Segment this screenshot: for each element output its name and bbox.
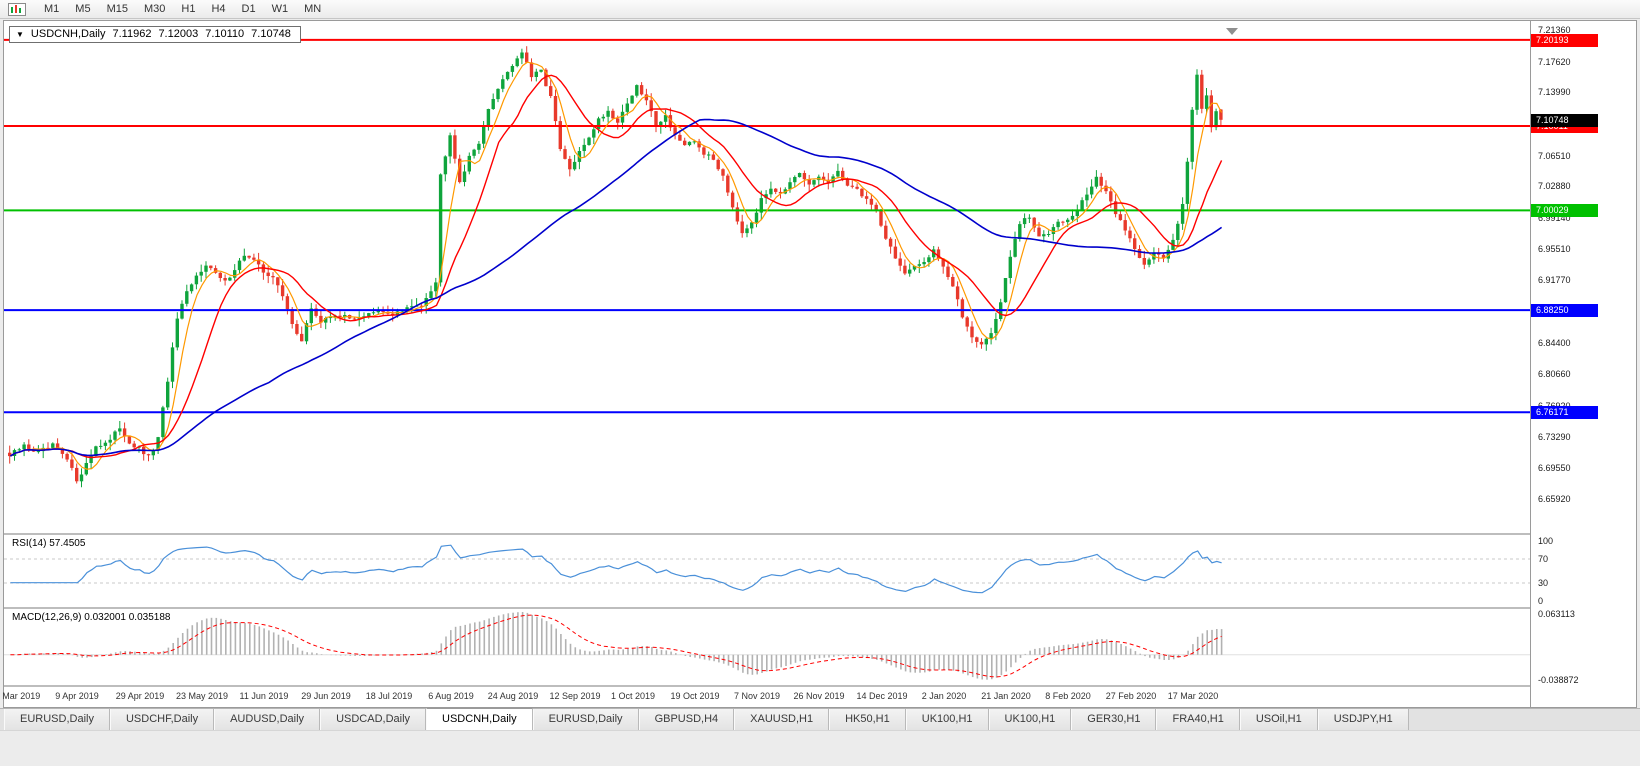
timeframe-button-M15[interactable]: M15 bbox=[106, 3, 128, 15]
chart-tab-USDCAD-Daily[interactable]: USDCAD,Daily bbox=[320, 709, 427, 730]
chart-tab-USOil-H1[interactable]: USOil,H1 bbox=[1239, 709, 1318, 730]
date-label: 9 Apr 2019 bbox=[55, 691, 99, 701]
price-tag: 6.88250 bbox=[1531, 304, 1598, 317]
price-tag: 7.10748 bbox=[1531, 114, 1598, 127]
chart-tab-EURUSD-Daily[interactable]: EURUSD,Daily bbox=[4, 709, 110, 730]
price-tick: 6.84400 bbox=[1538, 338, 1571, 348]
price-tick: 7.06510 bbox=[1538, 151, 1571, 161]
rsi-scale-label: 0 bbox=[1538, 596, 1544, 606]
price-tick: 7.02880 bbox=[1538, 181, 1571, 191]
date-label: 29 Jun 2019 bbox=[301, 691, 351, 701]
date-label: 29 Apr 2019 bbox=[115, 691, 165, 701]
macd-scale-label: 0.063113 bbox=[1538, 609, 1575, 619]
collapse-arrow-icon[interactable]: ▼ bbox=[16, 29, 24, 39]
ohlc-high: 7.12003 bbox=[158, 28, 199, 40]
price-tick: 6.95510 bbox=[1538, 244, 1571, 254]
timeframe-buttons: M1 M5 M15 M30 H1 H4 D1 W1 MN bbox=[36, 1, 329, 17]
chart-tab-USDCHF-Daily[interactable]: USDCHF,Daily bbox=[109, 709, 215, 730]
timeframe-button-M30[interactable]: M30 bbox=[143, 3, 166, 15]
chart-tab-XAUUSD-H1[interactable]: XAUUSD,H1 bbox=[734, 709, 830, 730]
chart-tab-USDCNH-Daily[interactable]: USDCNH,Daily bbox=[426, 708, 533, 730]
panel-splitter[interactable] bbox=[4, 685, 1636, 687]
rsi-panel[interactable] bbox=[4, 535, 1530, 607]
price-tick: 6.91770 bbox=[1538, 275, 1571, 285]
price-tag: 6.76171 bbox=[1531, 406, 1598, 419]
price-tag: 7.20193 bbox=[1531, 34, 1598, 47]
chart-shift-marker bbox=[1226, 28, 1238, 35]
date-label: 26 Nov 2019 bbox=[793, 691, 845, 701]
chart-tab-GER30-H1[interactable]: GER30,H1 bbox=[1071, 709, 1157, 730]
price-tick: 6.73290 bbox=[1538, 432, 1571, 442]
macd-scale-label: -0.038872 bbox=[1538, 675, 1579, 685]
chart-symbol-title: USDCNH,Daily bbox=[30, 28, 106, 40]
date-label: 6 Aug 2019 bbox=[428, 691, 474, 701]
chart-tab-GBPUSD-H4[interactable]: GBPUSD,H4 bbox=[638, 709, 735, 730]
timeframe-button-D1[interactable]: D1 bbox=[241, 3, 256, 15]
price-tick: 6.65920 bbox=[1538, 494, 1571, 504]
timeframe-button-M5[interactable]: M5 bbox=[75, 3, 91, 15]
timeframe-button-M1[interactable]: M1 bbox=[44, 3, 60, 15]
chart-tab-USDJPY-H1[interactable]: USDJPY,H1 bbox=[1317, 709, 1409, 730]
macd-panel[interactable] bbox=[4, 609, 1530, 685]
date-label: 8 Feb 2020 bbox=[1045, 691, 1091, 701]
price-tick: 7.21360 bbox=[1538, 25, 1571, 35]
rsi-label: RSI(14) 57.4505 bbox=[12, 538, 86, 549]
chart-icon[interactable] bbox=[8, 2, 26, 16]
status-bar bbox=[0, 730, 1640, 766]
date-label: 12 Sep 2019 bbox=[549, 691, 601, 701]
chart-window: ▼ USDCNH,Daily 7.11962 7.12003 7.10110 7… bbox=[0, 20, 1637, 708]
date-label: 14 Dec 2019 bbox=[856, 691, 908, 701]
date-label: 7 Nov 2019 bbox=[733, 691, 781, 701]
chart-tab-UK100-H1[interactable]: UK100,H1 bbox=[988, 709, 1072, 730]
ohlc-open: 7.11962 bbox=[112, 28, 152, 40]
ohlc-low: 7.10110 bbox=[205, 28, 245, 40]
chart-tab-EURUSD-Daily[interactable]: EURUSD,Daily bbox=[532, 709, 639, 730]
date-label: 23 May 2019 bbox=[175, 691, 229, 701]
price-tick: 7.13990 bbox=[1538, 87, 1571, 97]
chart-tab-HK50-H1[interactable]: HK50,H1 bbox=[829, 709, 906, 730]
date-label: 18 Jul 2019 bbox=[365, 691, 413, 701]
price-scale[interactable]: 7.213607.176207.139907.103607.065107.028… bbox=[1530, 21, 1636, 707]
price-tick: 7.17620 bbox=[1538, 57, 1571, 67]
timeframe-toolbar: M1 M5 M15 M30 H1 H4 D1 W1 MN bbox=[0, 0, 1640, 19]
date-label: 2 Jan 2020 bbox=[921, 691, 967, 701]
ohlc-close: 7.10748 bbox=[251, 28, 291, 40]
chart-tab-FRA40-H1[interactable]: FRA40,H1 bbox=[1156, 709, 1240, 730]
rsi-scale-label: 30 bbox=[1538, 578, 1549, 588]
rsi-scale-label: 70 bbox=[1538, 554, 1549, 564]
panel-splitter[interactable] bbox=[4, 607, 1636, 609]
date-label: 19 Oct 2019 bbox=[670, 691, 720, 701]
price-tick: 6.80660 bbox=[1538, 369, 1571, 379]
panel-splitter[interactable] bbox=[4, 533, 1636, 535]
price-tick: 6.69550 bbox=[1538, 463, 1571, 473]
date-label: 1 Oct 2019 bbox=[610, 691, 656, 701]
timeframe-button-MN[interactable]: MN bbox=[304, 3, 322, 15]
price-tick: 6.99140 bbox=[1538, 213, 1571, 223]
chart-tab-AUDUSD-Daily[interactable]: AUDUSD,Daily bbox=[214, 709, 321, 730]
chart-title-overlay: ▼ USDCNH,Daily 7.11962 7.12003 7.10110 7… bbox=[9, 26, 301, 43]
date-label: 24 Aug 2019 bbox=[487, 691, 539, 701]
date-label: 27 Feb 2020 bbox=[1105, 691, 1157, 701]
date-label: 21 Mar 2019 bbox=[0, 691, 41, 701]
timeframe-button-H1[interactable]: H1 bbox=[181, 3, 196, 15]
chart-tab-UK100-H1[interactable]: UK100,H1 bbox=[905, 709, 989, 730]
main-price-panel[interactable] bbox=[4, 25, 1530, 533]
rsi-scale-label: 100 bbox=[1538, 536, 1554, 546]
date-label: 11 Jun 2019 bbox=[239, 691, 289, 701]
price-tag: 7.00029 bbox=[1531, 204, 1598, 217]
date-label: 21 Jan 2020 bbox=[981, 691, 1031, 701]
chart-tabs-bar: EURUSD,Daily USDCHF,Daily AUDUSD,Daily USDC… bbox=[0, 708, 1640, 730]
timeframe-button-W1[interactable]: W1 bbox=[271, 3, 289, 15]
timeframe-button-H4[interactable]: H4 bbox=[211, 3, 226, 15]
date-axis[interactable]: 21 Mar 2019 9 Apr 2019 29 Apr 2019 23 May 2… bbox=[0, 687, 1530, 707]
date-label: 17 Mar 2020 bbox=[1167, 691, 1219, 701]
macd-label: MACD(12,26,9) 0.032001 0.035188 bbox=[12, 612, 171, 623]
